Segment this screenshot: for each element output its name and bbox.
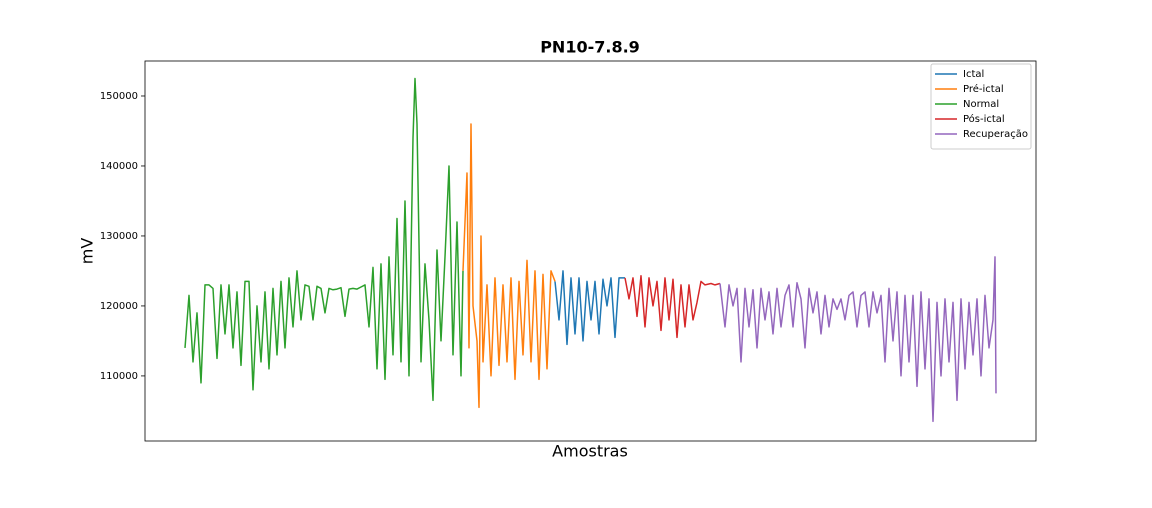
data-line xyxy=(719,256,997,423)
data-line xyxy=(624,275,721,339)
x-axis-label: Amostras xyxy=(552,442,628,461)
data-line xyxy=(554,270,625,346)
legend-label: Normal xyxy=(963,99,999,110)
legend-box xyxy=(930,63,1032,150)
y-tick-label: 110000 xyxy=(100,371,138,382)
data-line xyxy=(462,123,556,409)
legend-label: Pré-ictal xyxy=(963,83,1004,95)
legend-label: Ictal xyxy=(963,69,984,80)
y-tick-label: 150000 xyxy=(100,91,138,102)
data-line xyxy=(184,77,464,402)
plot-area xyxy=(184,77,997,423)
y-axis-label: mV xyxy=(78,238,97,265)
y-tick-label: 120000 xyxy=(100,301,138,312)
legend-label: Recuperação xyxy=(963,129,1028,140)
legend-label: Pós-ictal xyxy=(963,113,1005,125)
chart-title: PN10-7.8.9 xyxy=(540,38,640,57)
y-tick-label: 140000 xyxy=(100,161,138,172)
y-tick-label: 130000 xyxy=(100,231,138,242)
legend: Ictal Pré-ictal Normal Pós-ictal Recuperação xyxy=(930,63,1032,150)
axes-frame xyxy=(144,60,1037,442)
